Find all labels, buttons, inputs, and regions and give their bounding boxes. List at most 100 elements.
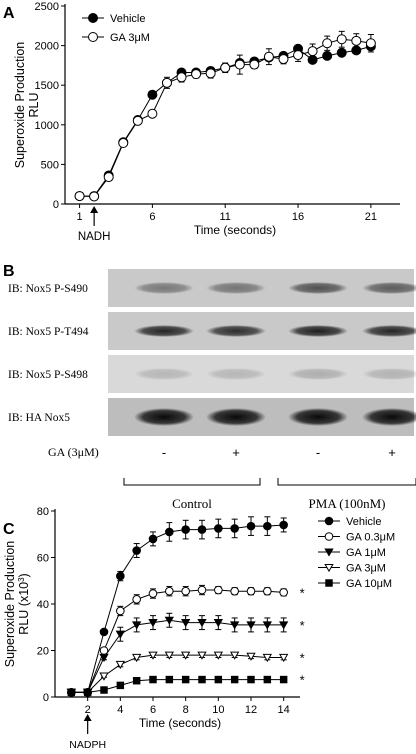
- data-point: [234, 59, 245, 70]
- data-point: [181, 619, 191, 628]
- blot-band: [288, 408, 348, 426]
- data-point: [132, 676, 141, 685]
- panel-c: C 0 20 40 60 80 2 4 6 8 10 12 14 Time (seconds) Supero…: [3, 506, 395, 751]
- data-point: [214, 675, 223, 684]
- y-axis-label-group: Superoxide Production RLU: [13, 42, 41, 169]
- data-point: [132, 546, 141, 555]
- legend-marker: [324, 548, 334, 557]
- x-tick-label: 8: [183, 704, 189, 716]
- data-point: [322, 38, 333, 49]
- data-point: [181, 525, 190, 534]
- data-point: [263, 51, 274, 62]
- data-point: [164, 651, 174, 660]
- x-tick-label: 16: [292, 211, 304, 223]
- y-tick-label: 40: [37, 599, 49, 611]
- y-tick-label: 60: [37, 553, 49, 565]
- data-point: [279, 653, 289, 663]
- data-point: [230, 621, 240, 630]
- legend-label: Vehicle: [110, 13, 145, 25]
- blot-band: [288, 282, 348, 294]
- blot-row-label: IB: HA Nox5: [8, 412, 70, 424]
- bracket-line: [123, 478, 261, 486]
- series-line: [71, 619, 284, 693]
- series-2: [74, 30, 376, 202]
- data-point: [307, 46, 318, 57]
- data-point: [262, 621, 272, 630]
- data-point: [176, 72, 187, 83]
- treatment-label: GA (3μM): [48, 445, 99, 459]
- y-tick-label: 20: [37, 646, 49, 658]
- blot-row-label: IB: Nox5 P-S490: [8, 283, 88, 295]
- blot-band: [134, 408, 194, 426]
- data-point: [148, 619, 158, 628]
- x-tick-label: 12: [245, 704, 257, 716]
- blot-band: [134, 368, 194, 380]
- significance-mark: *: [300, 618, 305, 633]
- blot-band: [288, 325, 348, 337]
- x-axis-label: Time (seconds): [194, 223, 276, 237]
- legend-item: GA 3μM: [82, 32, 150, 44]
- data-point: [230, 675, 239, 684]
- data-point: [132, 595, 141, 604]
- series-line: [71, 524, 284, 693]
- y-axis-label-group: Superoxide Production RLU (x103): [3, 541, 31, 668]
- data-point: [351, 35, 362, 46]
- x-tick-label: 10: [212, 704, 224, 716]
- legend-item: GA 10μM: [318, 578, 392, 590]
- data-point: [213, 619, 223, 628]
- panel-label: C: [3, 521, 15, 538]
- x-tick-label: 1: [77, 211, 83, 223]
- data-point: [197, 619, 207, 628]
- blot-row: IB: Nox5 P-S498: [8, 355, 416, 393]
- blot-band: [362, 325, 416, 337]
- data-point: [148, 651, 158, 660]
- data-point: [262, 653, 272, 663]
- data-point: [230, 524, 239, 533]
- data-point: [279, 621, 289, 630]
- legend-label: GA 0.3μM: [346, 532, 395, 544]
- panel-b: B IB: Nox5 P-S490 IB: Nox5 P-T494 IB: Nox5 …: [3, 263, 416, 511]
- data-point: [197, 585, 207, 595]
- data-point: [246, 621, 256, 630]
- x-tick-label: 11: [220, 211, 231, 223]
- x-axis-label: Time (seconds): [139, 716, 221, 730]
- data-point: [148, 534, 158, 544]
- legend-item: GA 3μM: [318, 563, 386, 575]
- legend-item: GA 1μM: [318, 547, 386, 559]
- y-tick-label: 0: [53, 199, 59, 211]
- data-point: [148, 589, 158, 598]
- data-point: [263, 521, 272, 531]
- y-tick-label: 1000: [35, 120, 59, 132]
- lane-sign: +: [388, 445, 396, 460]
- legend-label: Vehicle: [346, 516, 381, 528]
- data-point: [278, 54, 289, 65]
- data-point: [74, 191, 85, 202]
- legend-label: GA 1μM: [346, 547, 386, 559]
- legend-marker: [325, 579, 333, 587]
- data-point: [230, 651, 240, 660]
- data-point: [147, 108, 158, 119]
- blot-band: [362, 368, 416, 380]
- data-point: [115, 630, 125, 639]
- y-axis-label: RLU (x103): [17, 573, 32, 634]
- data-point: [197, 651, 207, 660]
- legend-marker: [88, 32, 98, 42]
- data-point: [165, 675, 174, 684]
- data-point: [263, 675, 272, 684]
- data-point: [197, 525, 207, 534]
- data-point: [99, 627, 109, 637]
- blot-row-label: IB: Nox5 P-S498: [8, 369, 88, 381]
- data-point: [220, 62, 231, 73]
- panel-label: A: [3, 5, 15, 22]
- data-point: [99, 653, 109, 663]
- x-tick-label: 14: [278, 704, 290, 716]
- legend-label: GA 10μM: [346, 578, 392, 590]
- legend-label: GA 3μM: [346, 563, 386, 575]
- blot-band: [362, 408, 416, 426]
- annotation-label: NADH: [78, 231, 111, 243]
- legend-label: GA 3μM: [110, 32, 150, 44]
- blot-row: IB: Nox5 P-S490: [8, 269, 416, 307]
- series-1: [67, 516, 288, 697]
